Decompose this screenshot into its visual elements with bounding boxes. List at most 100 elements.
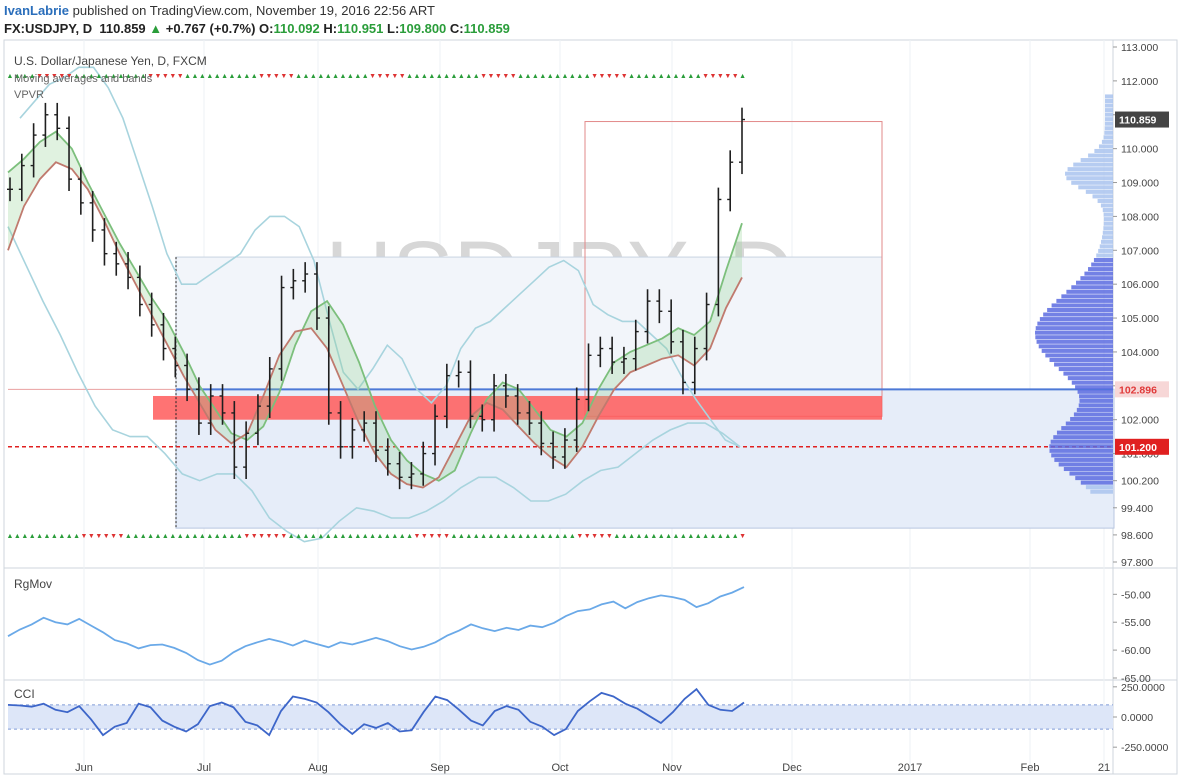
- signal-row-bottom-icon: ▲: [125, 533, 132, 540]
- publish-line: IvanLabrie published on TradingView.com,…: [4, 3, 435, 18]
- signal-row-top-icon: ▼: [377, 73, 384, 80]
- volume-profile-bar: [1088, 267, 1113, 272]
- signal-row-bottom-icon: ▲: [369, 533, 376, 540]
- signal-row-top-icon: ▲: [243, 73, 250, 80]
- signal-row-bottom-icon: ▲: [73, 533, 80, 540]
- signal-row-top-icon: ▲: [251, 73, 258, 80]
- rgmov-axis-label: -60.00: [1121, 645, 1151, 657]
- signal-row-bottom-icon: ▲: [58, 533, 65, 540]
- signal-row-bottom-icon: ▼: [95, 533, 102, 540]
- rgmov-axis-label: -50.00: [1121, 589, 1151, 601]
- signal-row-bottom-icon: ▲: [192, 533, 199, 540]
- price-axis-label: 113.000: [1121, 42, 1158, 54]
- signal-row-bottom-icon: ▲: [480, 533, 487, 540]
- signal-row-bottom-icon: ▲: [539, 533, 546, 540]
- volume-profile-bar: [1094, 148, 1113, 153]
- signal-row-top-icon: ▲: [125, 73, 132, 80]
- volume-profile-bar: [1099, 244, 1113, 249]
- volume-profile-bar: [1070, 417, 1113, 422]
- signal-row-top-icon: ▲: [428, 73, 435, 80]
- volume-profile-bar: [1050, 439, 1113, 444]
- cci-line: [7, 687, 745, 737]
- open-value: 110.092: [273, 21, 320, 36]
- volume-profile-bar: [1056, 298, 1113, 303]
- signal-row-top-icon: ▲: [192, 73, 199, 80]
- signal-row-top-icon: ▲: [665, 73, 672, 80]
- low-label: L:: [387, 21, 400, 36]
- volume-profile-bar: [1104, 121, 1113, 126]
- volume-profile-bar: [1049, 444, 1113, 449]
- band-upper-line: [19, 66, 741, 448]
- volume-profile-bar: [1075, 385, 1113, 390]
- volume-profile-bar: [1073, 412, 1113, 417]
- signal-row-top-icon: ▼: [280, 73, 287, 80]
- signal-row-bottom-icon: ▲: [562, 533, 569, 540]
- signal-row-bottom-icon: ▲: [317, 533, 324, 540]
- volume-profile-bar: [1071, 180, 1113, 185]
- volume-profile-bar: [1071, 285, 1113, 290]
- volume-profile-bar: [1093, 257, 1113, 263]
- signal-row-bottom-icon: ▲: [325, 533, 332, 540]
- signal-row-top-icon: ▲: [421, 73, 428, 80]
- volume-profile-bar: [1061, 294, 1113, 299]
- volume-profile-bar: [1047, 307, 1113, 313]
- signal-row-top-icon: ▲: [443, 73, 450, 80]
- signal-row-top-icon: ▲: [88, 73, 95, 80]
- volume-profile-bar: [1066, 289, 1113, 294]
- signal-row-top-icon: ▼: [169, 73, 176, 80]
- signal-row-top-icon: ▼: [495, 73, 502, 80]
- indicator-label-vpvr: VPVR: [14, 89, 44, 101]
- volume-profile-bar: [1039, 317, 1113, 322]
- price-axis-label: 107.000: [1121, 245, 1159, 257]
- signal-row-bottom-icon: ▲: [44, 533, 51, 540]
- symbol-label: FX:USDJPY, D: [4, 21, 93, 36]
- signal-row-bottom-icon: ▼: [273, 533, 280, 540]
- signal-row-bottom-icon: ▲: [488, 533, 495, 540]
- price-axis-label: 105.000: [1121, 313, 1159, 325]
- signal-row-top-icon: ▼: [66, 73, 73, 80]
- signal-row-bottom-icon: ▼: [414, 533, 421, 540]
- signal-row-bottom-icon: ▼: [251, 533, 258, 540]
- signal-row-top-icon: ▲: [414, 73, 421, 80]
- volume-profile-bar: [1076, 407, 1113, 412]
- volume-profile-bar: [1103, 221, 1113, 226]
- high-value: 110.951: [337, 21, 384, 36]
- volume-profile-bar: [1035, 326, 1113, 331]
- signal-row-bottom-icon: ▲: [643, 533, 650, 540]
- price-axis-label: 104.000: [1121, 347, 1159, 359]
- volume-profile-bar: [1056, 430, 1113, 435]
- signal-row-bottom-icon: ▲: [295, 533, 302, 540]
- volume-profile-bar: [1085, 189, 1113, 194]
- signal-row-top-icon: ▼: [591, 73, 598, 80]
- signal-row-bottom-icon: ▲: [236, 533, 243, 540]
- volume-profile-bar: [1041, 348, 1113, 353]
- signal-row-top-icon: ▲: [118, 73, 125, 80]
- rgmov-title: RgMov: [14, 577, 52, 591]
- cci-axis-label: -250.0000: [1121, 742, 1168, 754]
- signal-row-top-icon: ▲: [95, 73, 102, 80]
- time-axis-label: Aug: [308, 762, 328, 774]
- price-axis-label: 108.000: [1121, 211, 1159, 223]
- volume-profile-bar: [1054, 457, 1113, 462]
- signal-row-top-icon: ▲: [295, 73, 302, 80]
- ma-fill: [8, 131, 742, 488]
- volume-profile-bar: [1075, 476, 1113, 481]
- volume-profile-bar: [1088, 153, 1113, 158]
- volume-profile-bar: [1049, 357, 1113, 362]
- signal-row-bottom-icon: ▲: [510, 533, 517, 540]
- volume-profile-bar: [1058, 367, 1113, 372]
- signal-row-top-icon: ▲: [687, 73, 694, 80]
- volume-profile-bar: [1051, 303, 1113, 308]
- cci-band-fill: [8, 704, 1113, 730]
- author-link[interactable]: IvanLabrie: [4, 3, 70, 18]
- volume-profile-bar: [1102, 235, 1113, 240]
- close-label: C:: [449, 21, 464, 36]
- volume-profile-bar: [1085, 485, 1113, 490]
- signal-row-top-icon: ▲: [473, 73, 480, 80]
- volume-profile-bar: [1078, 403, 1113, 408]
- volume-profile-bar: [1091, 262, 1113, 267]
- signal-row-top-icon: ▲: [673, 73, 680, 80]
- volume-profile-bar: [1037, 321, 1113, 326]
- time-axis-label: Oct: [551, 762, 568, 774]
